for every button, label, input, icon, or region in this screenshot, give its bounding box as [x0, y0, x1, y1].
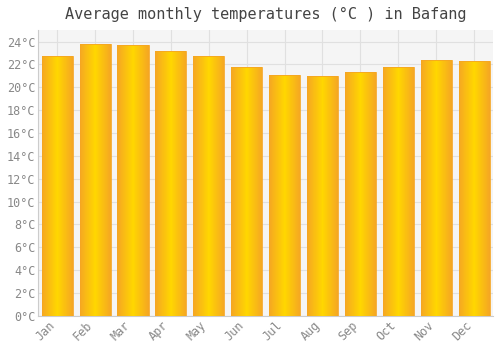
Bar: [420, 60, 452, 316]
Bar: [156, 51, 186, 316]
Bar: [458, 61, 490, 316]
Bar: [42, 56, 72, 316]
Bar: [383, 66, 414, 316]
Bar: [80, 44, 110, 316]
Bar: [269, 75, 300, 316]
Bar: [345, 72, 376, 316]
Title: Average monthly temperatures (°C ) in Bafang: Average monthly temperatures (°C ) in Ba…: [65, 7, 466, 22]
Bar: [193, 56, 224, 316]
Bar: [231, 66, 262, 316]
Bar: [118, 45, 148, 316]
Bar: [307, 76, 338, 316]
